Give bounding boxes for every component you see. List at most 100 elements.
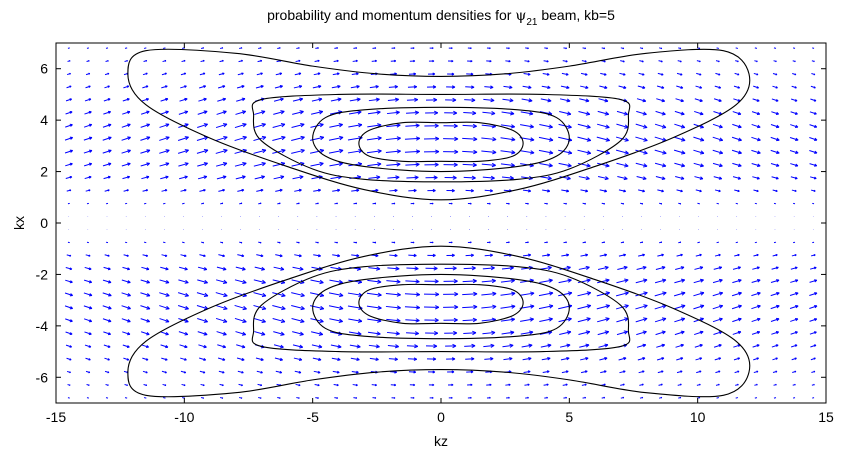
momentum-arrow	[178, 331, 189, 336]
momentum-arrow	[522, 85, 532, 90]
momentum-arrow	[486, 202, 491, 205]
momentum-arrow	[694, 343, 703, 348]
momentum-arrow	[292, 331, 304, 336]
momentum-arrow	[577, 123, 591, 129]
momentum-arrow	[770, 149, 780, 155]
psi-subscript: 21	[526, 17, 538, 28]
momentum-arrow	[366, 292, 382, 297]
momentum-arrow	[140, 279, 150, 284]
momentum-arrow	[657, 72, 664, 76]
momentum-arrow	[372, 396, 377, 399]
momentum-arrow	[654, 317, 667, 323]
momentum-arrow	[388, 357, 398, 361]
momentum-arrow	[329, 318, 343, 323]
momentum-arrow	[254, 266, 265, 271]
momentum-arrow	[84, 110, 92, 115]
momentum-arrow	[600, 370, 607, 374]
momentum-arrow	[295, 59, 301, 63]
momentum-arrow	[580, 85, 589, 90]
momentum-arrow	[561, 72, 569, 76]
momentum-arrow	[770, 124, 780, 129]
momentum-arrow	[123, 85, 130, 89]
momentum-arrow	[790, 98, 798, 102]
momentum-arrow	[712, 304, 724, 310]
momentum-arrow	[811, 370, 816, 373]
momentum-arrow	[220, 202, 224, 205]
momentum-arrow	[809, 305, 818, 309]
momentum-arrow	[462, 136, 478, 142]
momentum-arrow	[406, 97, 419, 102]
momentum-arrow	[561, 189, 570, 193]
momentum-arrow	[714, 85, 722, 89]
momentum-arrow	[425, 266, 438, 271]
momentum-arrow	[542, 253, 551, 257]
momentum-arrow	[179, 344, 188, 349]
momentum-arrow	[809, 292, 818, 296]
momentum-arrow	[446, 85, 456, 89]
momentum-arrow	[273, 175, 285, 180]
momentum-arrow	[199, 357, 207, 361]
momentum-arrow	[350, 357, 360, 362]
momentum-arrow	[465, 85, 475, 89]
momentum-arrow	[296, 241, 300, 244]
momentum-arrow	[256, 254, 264, 258]
momentum-arrow	[443, 149, 459, 155]
momentum-arrow	[731, 304, 742, 310]
momentum-arrow	[772, 189, 778, 193]
momentum-arrow	[675, 176, 685, 180]
momentum-arrow	[446, 188, 455, 193]
momentum-arrow	[654, 149, 667, 155]
momentum-arrow	[239, 397, 243, 399]
momentum-arrow	[616, 162, 629, 168]
momentum-arrow	[196, 292, 209, 298]
momentum-arrow	[620, 60, 625, 63]
momentum-arrow	[544, 202, 548, 205]
momentum-arrow	[273, 344, 284, 349]
momentum-arrow	[159, 292, 170, 297]
momentum-arrow	[673, 136, 686, 142]
momentum-arrow	[676, 189, 683, 193]
momentum-arrow	[501, 330, 515, 335]
momentum-arrow	[695, 85, 703, 89]
momentum-arrow	[544, 47, 548, 50]
momentum-arrow	[102, 149, 112, 154]
momentum-arrow	[790, 318, 799, 322]
momentum-arrow	[405, 123, 420, 128]
momentum-arrow	[678, 47, 682, 50]
y-tick-label: -4	[36, 318, 49, 334]
momentum-arrow	[676, 72, 683, 76]
momentum-arrow	[102, 318, 112, 323]
momentum-arrow	[467, 47, 472, 50]
momentum-arrow	[789, 292, 799, 297]
momentum-arrow	[292, 175, 304, 180]
momentum-arrow	[103, 98, 111, 102]
momentum-arrow	[272, 292, 286, 298]
momentum-arrow	[367, 110, 381, 115]
momentum-arrow	[467, 241, 472, 244]
momentum-arrow	[352, 59, 358, 63]
momentum-arrow	[142, 357, 149, 361]
momentum-arrow	[387, 175, 400, 180]
momentum-arrow	[65, 111, 73, 115]
momentum-arrow	[619, 370, 626, 374]
momentum-arrow	[790, 266, 798, 270]
momentum-arrow	[809, 318, 818, 322]
momentum-arrow	[466, 370, 474, 374]
momentum-arrow	[598, 98, 609, 103]
momentum-arrow	[693, 291, 705, 297]
momentum-arrow	[543, 383, 549, 386]
momentum-arrow	[425, 330, 439, 336]
momentum-arrow	[371, 383, 377, 387]
momentum-arrow	[142, 254, 149, 257]
momentum-arrow	[753, 370, 759, 374]
momentum-arrow	[791, 189, 797, 192]
momentum-arrow	[506, 396, 510, 399]
momentum-arrow	[102, 305, 112, 310]
momentum-arrow	[386, 123, 401, 128]
momentum-arrow	[424, 162, 439, 167]
momentum-arrow	[84, 331, 92, 336]
momentum-arrow	[64, 292, 73, 297]
momentum-arrow	[85, 370, 91, 374]
momentum-arrow	[102, 123, 112, 128]
momentum-arrow	[122, 110, 131, 115]
